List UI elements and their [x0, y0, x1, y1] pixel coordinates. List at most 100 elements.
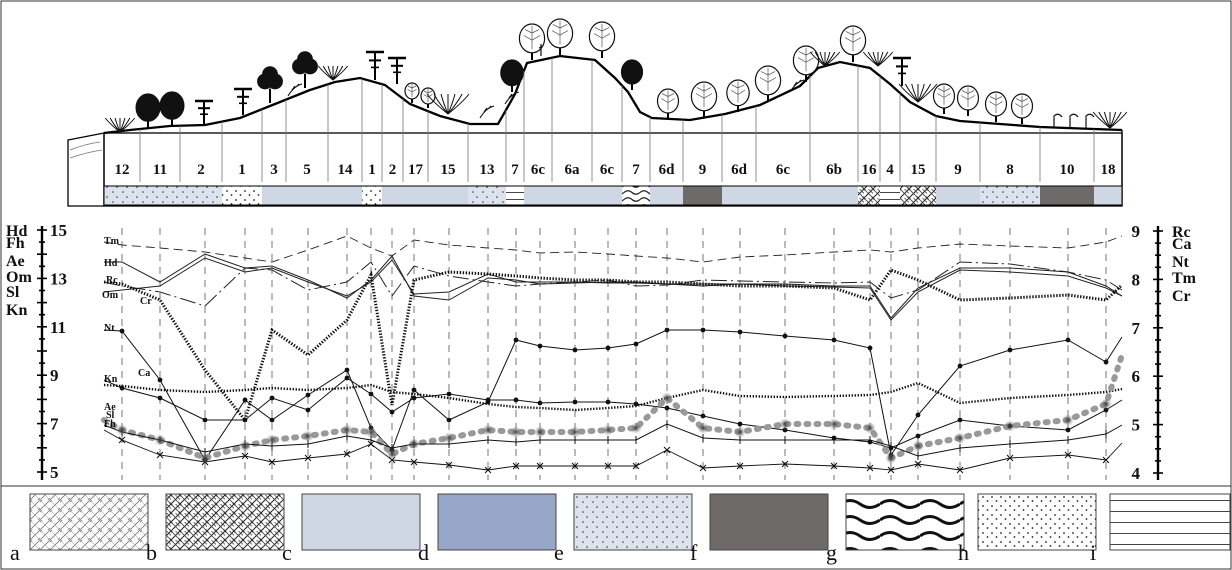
segment-label: 16: [862, 162, 878, 178]
segment-label: 14: [338, 162, 354, 178]
series-label: Fh: [104, 419, 116, 430]
ae-marker: [779, 418, 791, 430]
legend-swatch-b: [165, 493, 285, 551]
segment-labels: 12 11 2 1 3 5 14 1 2 17 15 13 7 6c 6a 6c 7 6d 9 6d 6c 6b 16 4 15…: [115, 162, 1116, 178]
kn-marker: [915, 433, 921, 439]
nt-marker: [119, 328, 125, 334]
sl-marker: [571, 462, 579, 470]
tree-icon: [546, 18, 574, 55]
legend-key-e: e: [554, 540, 564, 565]
legend-key-g: g: [826, 540, 837, 565]
shrub-icon: [1092, 111, 1128, 129]
series-label: Ae: [104, 402, 116, 413]
kn-marker: [119, 385, 125, 391]
tree-icon: [620, 59, 644, 90]
sl-marker: [304, 454, 312, 462]
nt-marker: [157, 377, 163, 383]
fern-icon: [479, 105, 495, 119]
segment-label: 6d: [731, 162, 748, 178]
tree-icon: [956, 85, 980, 116]
ae-marker: [734, 426, 746, 438]
nt-marker: [1007, 347, 1013, 353]
left-axis-tick-label: 7: [50, 415, 59, 434]
vegetation-icons: [104, 18, 1128, 133]
series-label: Rc: [106, 275, 118, 286]
nt-marker: [537, 343, 543, 349]
ae-marker: [602, 424, 614, 436]
sl-marker: [914, 460, 922, 468]
left-axis-tick-label: 11: [50, 318, 66, 337]
tree-icon: [839, 25, 867, 62]
ae-marker: [482, 424, 494, 436]
ae-marker: [1062, 414, 1074, 426]
ae-marker: [630, 422, 642, 434]
kn-marker: [411, 395, 417, 401]
substrate-outline: [103, 185, 1123, 206]
segment-label: 6b: [826, 162, 842, 178]
ground-line: [103, 54, 1123, 135]
substrate-cell: [1094, 186, 1122, 205]
series-label: Nt: [104, 323, 115, 334]
series-line-ca: [103, 381, 1123, 412]
substrate-cell: [900, 186, 936, 205]
tree-icon: [690, 81, 718, 118]
ae-marker: [154, 434, 166, 446]
tree-icon: [984, 91, 1008, 122]
sl-marker: [830, 462, 838, 470]
left-axis-series-label: Fh: [6, 235, 25, 252]
ae-marker: [386, 448, 398, 460]
right-axis-tick-label: 7: [1132, 319, 1141, 338]
right-axis-tick-label: 5: [1132, 416, 1141, 435]
ae-marker: [864, 422, 876, 434]
substrate-cell: [722, 186, 756, 205]
nt-marker: [605, 345, 611, 351]
ae-marker: [302, 430, 314, 442]
nt-marker: [867, 345, 873, 351]
cliff-water: [69, 141, 103, 159]
kn-marker: [242, 417, 248, 423]
nt-marker: [411, 387, 417, 393]
segment-label: 8: [1006, 162, 1014, 178]
segment-label: 7: [632, 162, 640, 178]
ae-marker: [116, 424, 128, 436]
sl-marker: [445, 461, 453, 469]
segment-label: 12: [115, 162, 130, 178]
sl-marker: [118, 436, 126, 444]
nt-marker: [513, 337, 519, 343]
pattern-legend: a b c d e f g h i: [1, 485, 1231, 565]
conifer-icon: [195, 99, 213, 125]
kn-marker: [269, 395, 275, 401]
substrate-cell: [428, 186, 468, 205]
tree-icon: [754, 65, 782, 102]
substrate-cell: [104, 186, 140, 205]
substrate-cell: [286, 186, 328, 205]
substrate-cell: [468, 186, 506, 205]
segment-label: 1: [238, 162, 246, 178]
ae-marker: [954, 432, 966, 444]
left-axis-series-label: Sl: [6, 284, 20, 301]
grass-hook-icon: [1085, 113, 1095, 128]
ae-marker: [365, 426, 377, 438]
ae-marker: [341, 424, 353, 436]
sl-marker: [781, 460, 789, 468]
series-label: Kn: [104, 374, 118, 385]
substrate-cell: [180, 186, 222, 205]
substrate-bar: [103, 185, 1123, 206]
sl-marker: [887, 466, 895, 474]
sl-marker: [241, 452, 249, 460]
terrain-profile: [67, 54, 1123, 207]
left-axis-tick-label: 15: [50, 221, 67, 240]
substrate-cell: [403, 186, 428, 205]
sl-marker: [1006, 454, 1014, 462]
sl-marker: [410, 458, 418, 466]
ae-marker: [569, 426, 581, 438]
segment-label: 15: [441, 162, 456, 178]
substrate-cell: [328, 186, 362, 205]
ae-marker: [443, 432, 455, 444]
substrate-cell: [936, 186, 980, 205]
substrate-cell: [1040, 186, 1094, 205]
shrub-icon: [809, 51, 841, 67]
kn-marker: [202, 417, 208, 423]
left-axis-series-label: Om: [6, 269, 32, 286]
